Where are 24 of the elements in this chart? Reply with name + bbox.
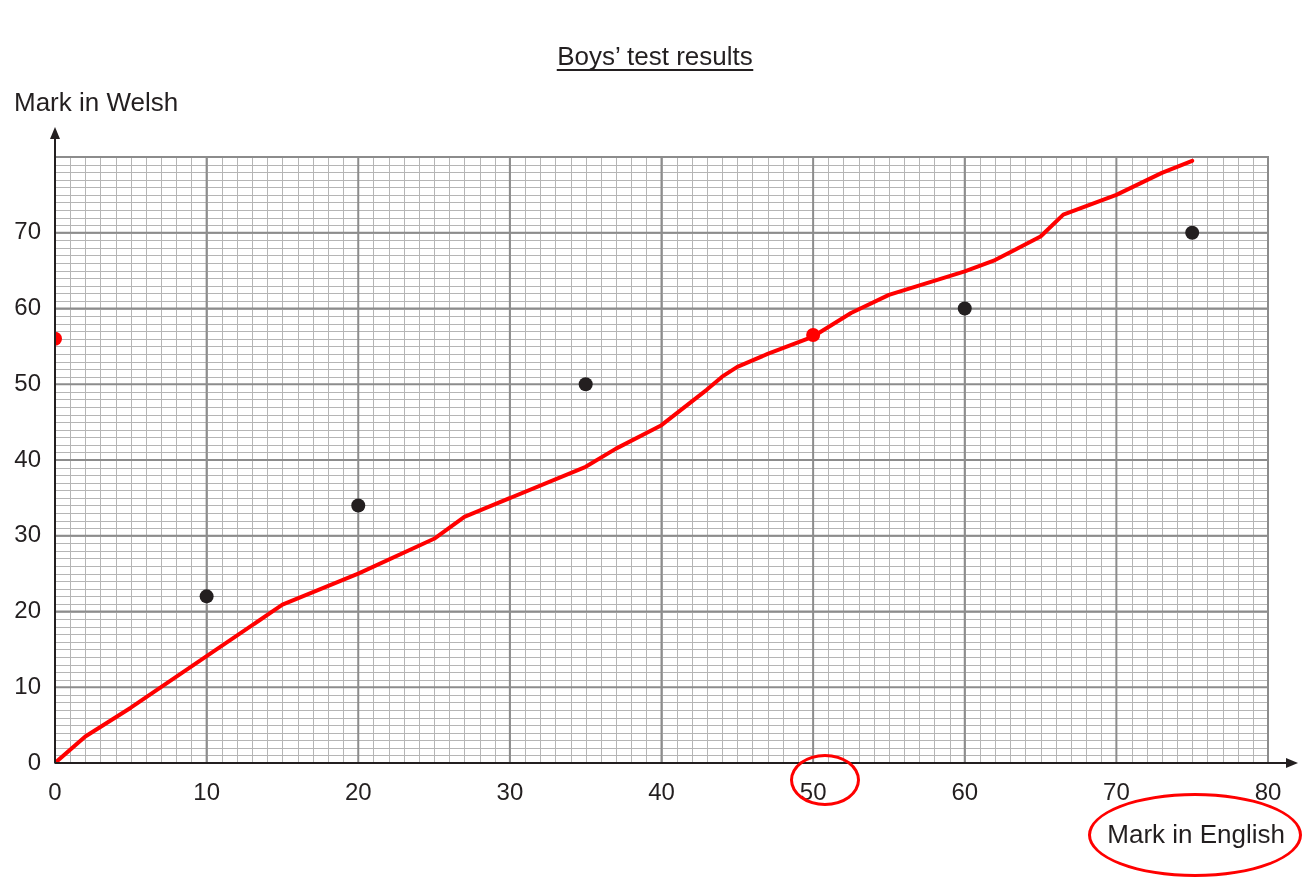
- x-tick-label: 40: [648, 778, 675, 806]
- y-axis-title: Mark in Welsh: [14, 87, 179, 117]
- point: [351, 498, 366, 513]
- y-tick-label: 0: [27, 747, 41, 775]
- point: [578, 377, 593, 392]
- y-tick-label: 10: [14, 671, 41, 699]
- x-tick-label: 70: [1103, 778, 1130, 806]
- point: [1185, 225, 1200, 240]
- y-tick-label: 30: [14, 520, 41, 548]
- y-tick-label: 70: [14, 217, 41, 245]
- x-tick-label: 80: [1254, 778, 1282, 806]
- x-tick-label: 0: [48, 778, 62, 806]
- x-tick-label: 20: [344, 778, 372, 806]
- x-axis-title: Mark in English: [1107, 819, 1285, 849]
- y-tick-label: 40: [14, 444, 41, 472]
- x-tick-label: 60: [951, 778, 979, 806]
- y-tick-label: 20: [14, 596, 41, 624]
- chart-title: Boys’ test results: [557, 41, 753, 71]
- point: [957, 301, 972, 316]
- x-tick-label: 10: [193, 778, 220, 806]
- y-tick-label: 60: [14, 293, 41, 321]
- y-tick-label: 50: [14, 368, 41, 396]
- point: [199, 589, 214, 604]
- x-tick-label: 30: [496, 778, 524, 806]
